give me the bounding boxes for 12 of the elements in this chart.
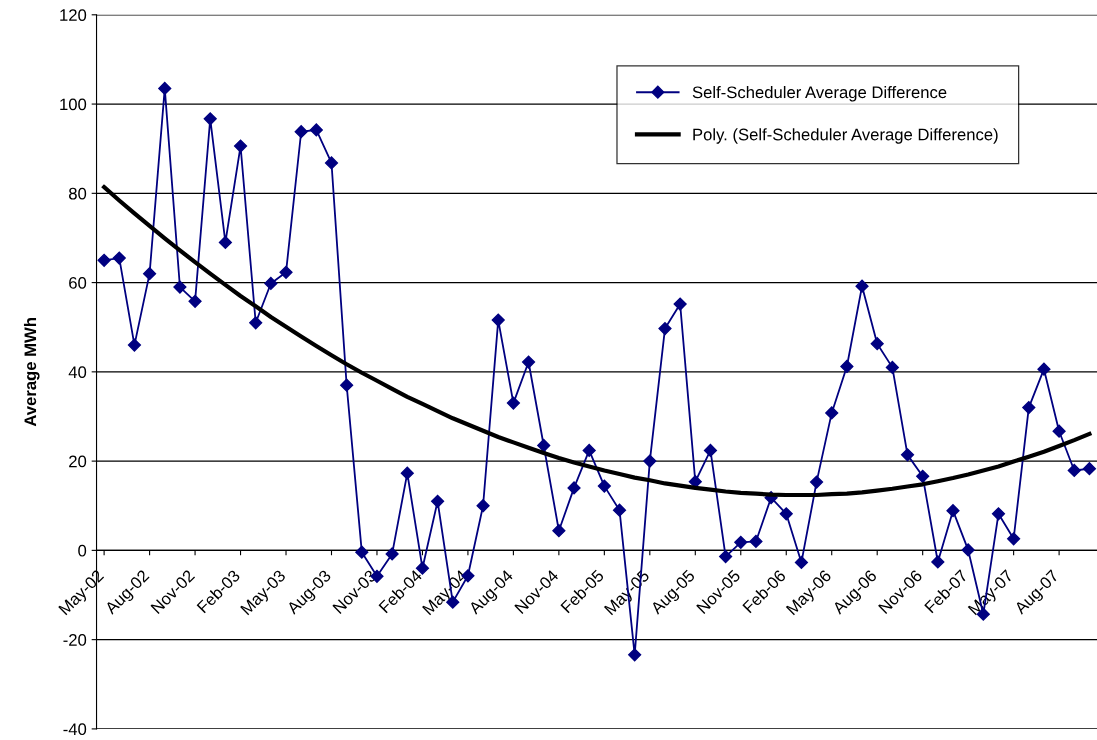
y-tick-label: 100 (60, 98, 87, 111)
y-axis-title: Average MWh (23, 318, 40, 427)
y-tick-label: 80 (69, 187, 87, 200)
legend-label: Poly. (Self-Scheduler Average Difference) (693, 128, 998, 144)
y-tick-label: 120 (60, 9, 87, 21)
y-tick-label: -20 (63, 634, 87, 646)
y-tick-label: -40 (63, 723, 87, 736)
y-tick-label: 40 (68, 366, 87, 379)
y-tick-label: 60 (69, 276, 87, 289)
y-tick-label: 0 (78, 544, 87, 557)
legend-label: Self-Scheduler Average Difference (692, 85, 947, 102)
y-tick-label: 20 (69, 455, 87, 468)
